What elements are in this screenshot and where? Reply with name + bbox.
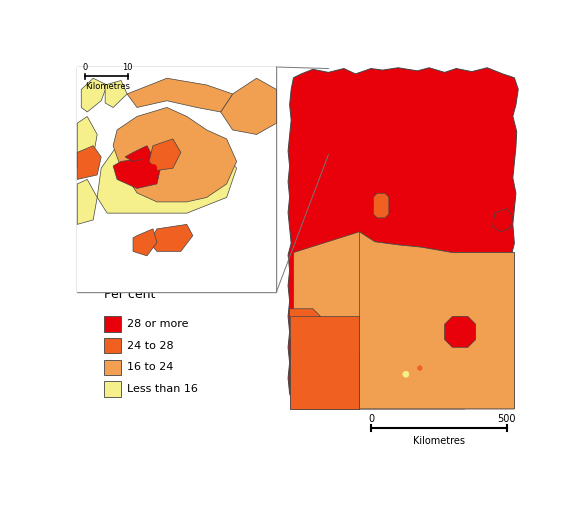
Polygon shape <box>289 309 321 340</box>
Polygon shape <box>81 78 107 112</box>
Polygon shape <box>289 316 360 409</box>
Text: Kilometres: Kilometres <box>413 436 465 446</box>
Polygon shape <box>288 68 518 409</box>
Circle shape <box>136 170 146 180</box>
Text: 500: 500 <box>497 414 516 423</box>
Polygon shape <box>127 78 232 112</box>
Polygon shape <box>77 179 97 225</box>
Text: Per cent: Per cent <box>103 288 155 301</box>
Text: 0: 0 <box>83 63 88 73</box>
Bar <box>103 338 121 353</box>
Polygon shape <box>113 157 161 189</box>
Polygon shape <box>105 81 127 107</box>
Circle shape <box>142 154 148 160</box>
Polygon shape <box>374 193 389 218</box>
Polygon shape <box>444 316 476 347</box>
Polygon shape <box>221 78 277 134</box>
Polygon shape <box>97 112 236 213</box>
Text: Less than 16: Less than 16 <box>127 384 198 394</box>
Polygon shape <box>113 107 236 202</box>
Polygon shape <box>125 146 153 161</box>
Bar <box>103 359 121 375</box>
Text: 0: 0 <box>368 414 374 423</box>
Text: 16 to 24: 16 to 24 <box>127 363 173 372</box>
Circle shape <box>124 167 131 174</box>
Circle shape <box>418 366 422 371</box>
Polygon shape <box>77 117 97 168</box>
Text: 24 to 28: 24 to 28 <box>127 341 174 351</box>
Text: Kilometres: Kilometres <box>85 83 130 91</box>
Polygon shape <box>77 67 277 292</box>
Polygon shape <box>293 232 514 409</box>
Bar <box>103 381 121 396</box>
Circle shape <box>149 164 157 172</box>
Polygon shape <box>493 209 513 232</box>
Bar <box>77 67 277 292</box>
Bar <box>103 316 121 332</box>
Circle shape <box>403 371 409 377</box>
Polygon shape <box>149 225 193 251</box>
Text: 28 or more: 28 or more <box>127 319 188 329</box>
Polygon shape <box>360 232 514 409</box>
Polygon shape <box>133 229 157 256</box>
Polygon shape <box>289 351 360 409</box>
Text: 10: 10 <box>123 63 133 73</box>
Polygon shape <box>149 139 181 170</box>
Polygon shape <box>77 146 101 179</box>
